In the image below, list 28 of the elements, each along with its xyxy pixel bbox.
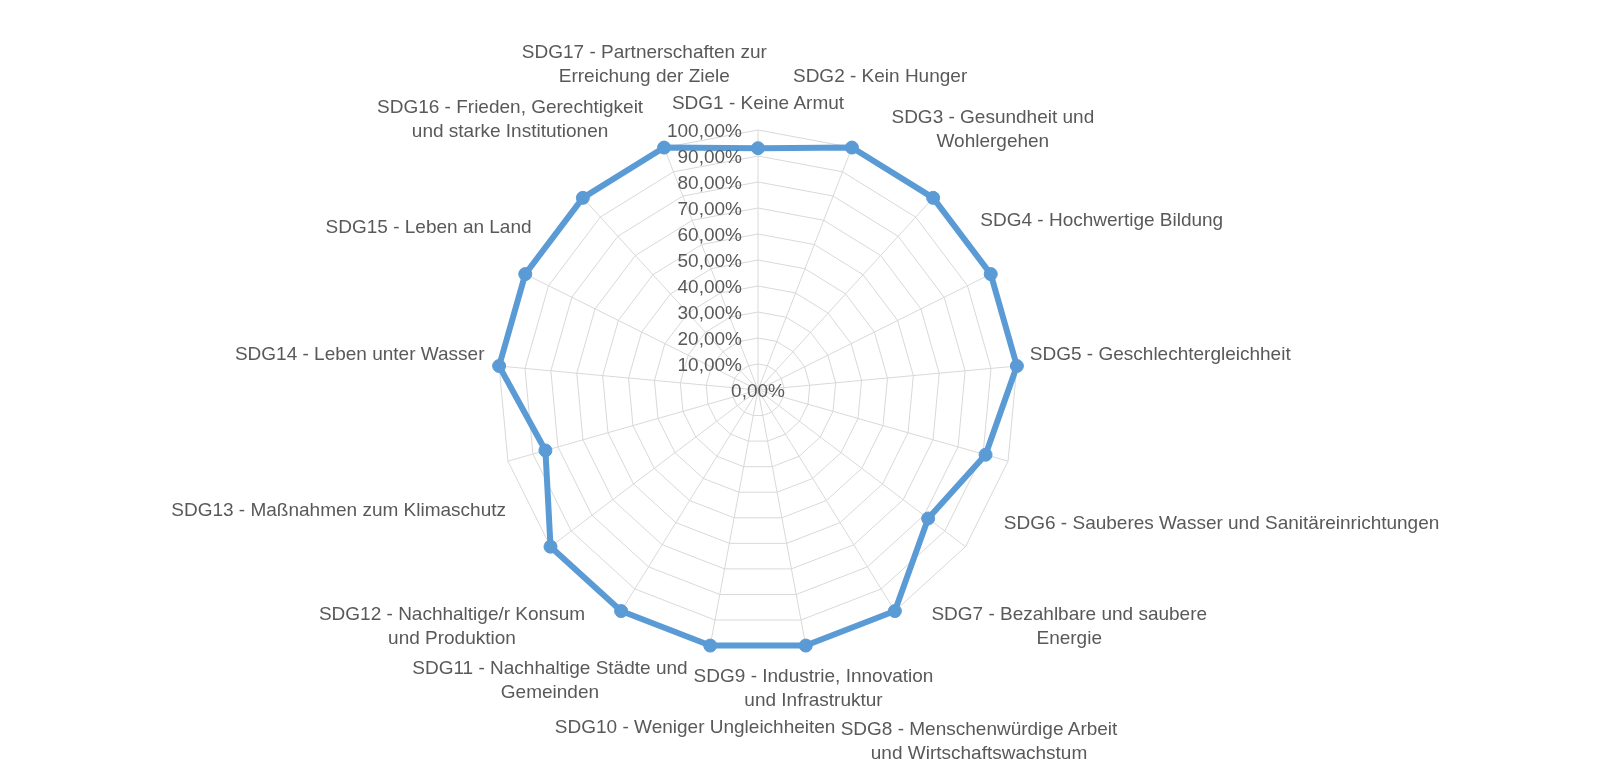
spoke-label: SDG3 - Gesundheit und Wohlergehen: [891, 105, 1095, 151]
y-tick-label: 40,00%: [677, 275, 743, 297]
spoke-label: SDG9 - Industrie, Innovation und Infrastruktur: [693, 664, 934, 710]
spoke-label: SDG14 - Leben unter Wasser: [234, 342, 486, 364]
y-tick-label: 70,00%: [677, 197, 743, 219]
spoke-label: SDG17 - Partnerschaften zur Erreichung der Ziele: [521, 40, 768, 86]
spoke-label: SDG5 - Geschlechtergleichheit: [1029, 342, 1292, 364]
spoke-label: SDG11 - Nachhaltige Städte und Gemeinden: [412, 656, 688, 702]
y-tick-label: 80,00%: [677, 171, 743, 193]
spoke-label: SDG2 - Kein Hunger: [792, 64, 968, 86]
spoke-label: SDG6 - Sauberes Wasser und Sanitäreinrichtungen: [1003, 511, 1440, 533]
y-tick-label: 10,00%: [677, 353, 743, 375]
y-tick-label: 20,00%: [677, 327, 743, 349]
spoke-label: SDG10 - Weniger Ungleichheiten: [554, 715, 836, 737]
y-tick-label: 60,00%: [677, 223, 743, 245]
spoke-label: SDG12 - Nachhaltige/r Konsum und Produktion: [318, 602, 586, 648]
y-tick-label: 0,00%: [731, 379, 786, 401]
y-tick-label: 30,00%: [677, 301, 743, 323]
y-tick-label: 90,00%: [677, 145, 743, 167]
spoke-label: SDG13 - Maßnahmen zum Klimaschutz: [171, 498, 507, 520]
spoke-label: SDG15 - Leben an Land: [325, 215, 532, 237]
y-tick-label: 100,00%: [666, 119, 743, 141]
y-tick-label: 50,00%: [677, 249, 743, 271]
spoke-label: SDG16 - Frieden, Gerechtigkeit und starke Institutionen: [377, 95, 644, 141]
spoke-label: SDG1 - Keine Armut: [671, 91, 845, 113]
spoke-label: SDG4 - Hochwertige Bildung: [980, 208, 1224, 230]
spoke-label: SDG7 - Bezahlbare und saubere Energie: [931, 602, 1208, 648]
spoke-label: SDG8 - Menschenwürdige Arbeit und Wirtschaftswachstum: [840, 717, 1119, 763]
